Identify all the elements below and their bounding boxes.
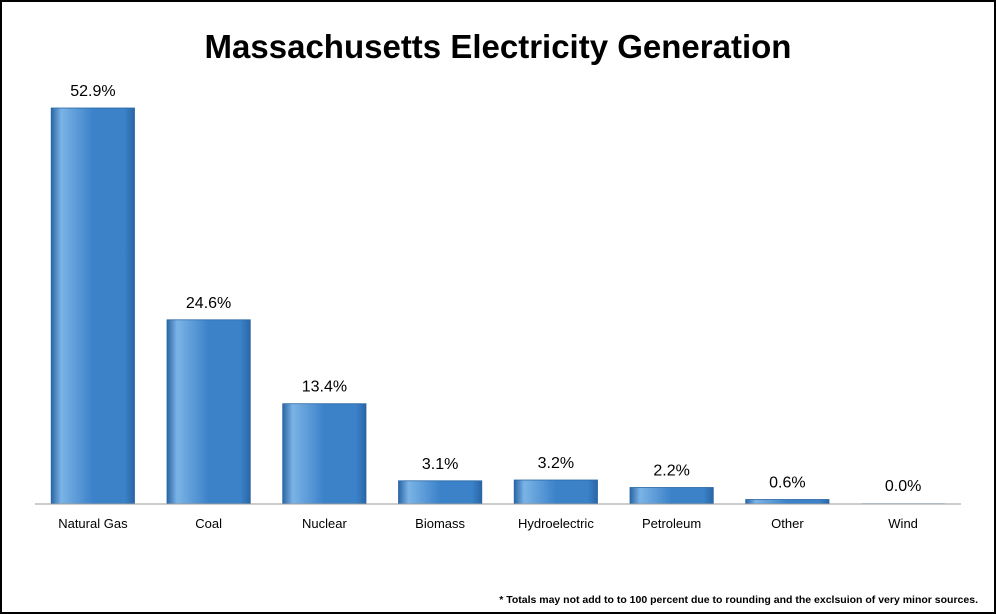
- x-tick-label-nuclear: Nuclear: [302, 516, 347, 531]
- bar-other: [745, 499, 830, 505]
- labels-layer: 52.9% Natural Gas 24.6% Coal 13.4% Nuclear 3.1…: [58, 83, 921, 531]
- x-tick-label-coal: Coal: [195, 516, 222, 531]
- footnote: * Totals may not add to to 100 percent d…: [499, 594, 978, 606]
- bar-coal: [166, 319, 251, 505]
- bar-biomass: [398, 480, 483, 505]
- bar-natural-gas: [50, 107, 135, 505]
- x-tick-label-other: Other: [771, 516, 804, 531]
- data-label-nuclear: 13.4%: [302, 379, 347, 396]
- data-label-petroleum: 2.2%: [653, 463, 689, 480]
- bar-hydroelectric: [513, 479, 598, 505]
- data-label-natural-gas: 52.9%: [70, 83, 115, 100]
- data-label-biomass: 3.1%: [422, 456, 458, 473]
- x-tick-label-natural-gas: Natural Gas: [58, 516, 128, 531]
- x-tick-label-wind: Wind: [888, 516, 918, 531]
- bar-nuclear: [282, 403, 367, 505]
- data-label-other: 0.6%: [769, 475, 805, 492]
- bar-petroleum: [629, 487, 714, 505]
- data-label-coal: 24.6%: [186, 295, 231, 312]
- x-tick-label-biomass: Biomass: [415, 516, 465, 531]
- x-tick-label-hydroelectric: Hydroelectric: [518, 516, 594, 531]
- chart-title: Massachusetts Electricity Generation: [205, 28, 792, 65]
- x-tick-label-petroleum: Petroleum: [642, 516, 701, 531]
- data-label-hydroelectric: 3.2%: [538, 455, 574, 472]
- bars-layer: [50, 107, 945, 505]
- data-label-wind: 0.0%: [885, 478, 921, 495]
